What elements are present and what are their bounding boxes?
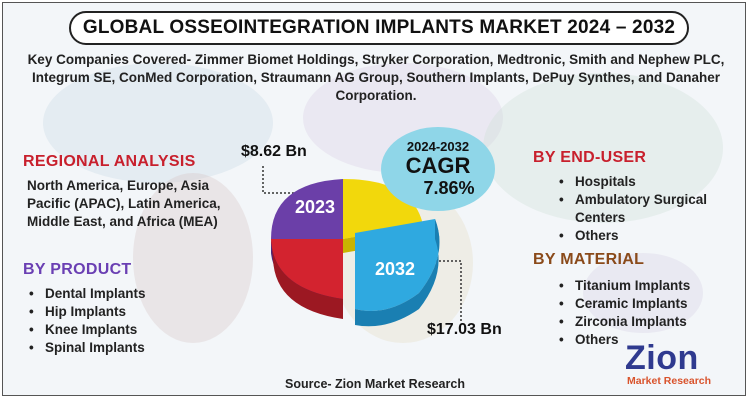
year-label-2032: 2032 (375, 259, 415, 279)
regional-analysis-heading: REGIONAL ANALYSIS (23, 153, 196, 170)
pie-slice-red (271, 239, 343, 319)
regional-analysis-text: North America, Europe, Asia Pacific (APA… (27, 178, 221, 229)
leader-line-2023 (262, 166, 295, 194)
product-list: Dental Implants Hip Implants Knee Implan… (27, 285, 146, 357)
list-item: Ambulatory Surgical Centers (557, 191, 725, 227)
by-end-user-heading: BY END-USER (533, 149, 647, 166)
cagr-bubble: 2024-2032 CAGR 7.86% (381, 127, 495, 211)
end-user-list: Hospitals Ambulatory Surgical Centers Ot… (557, 173, 737, 245)
zion-logo: Zion Market Research (615, 339, 735, 391)
list-item: Dental Implants (27, 285, 146, 303)
by-product-heading: BY PRODUCT (23, 261, 132, 278)
list-item: Ceramic Implants (557, 295, 690, 313)
list-item: Hip Implants (27, 303, 146, 321)
title-banner: GLOBAL OSSEOINTEGRATION IMPLANTS MARKET … (69, 11, 689, 45)
pie-slice-blue (355, 219, 440, 327)
list-item: Spinal Implants (27, 339, 146, 357)
source-text: Source- Zion Market Research (285, 377, 465, 391)
by-material-heading: BY MATERIAL (533, 251, 645, 268)
logo-subtitle: Market Research (627, 375, 712, 387)
map-background-shape (43, 63, 273, 183)
cagr-years: 2024-2032 (406, 139, 470, 154)
key-companies-text: Key Companies Covered- Zimmer Biomet Hol… (27, 52, 725, 103)
material-list: Titanium Implants Ceramic Implants Zirco… (557, 277, 690, 349)
page-title: GLOBAL OSSEOINTEGRATION IMPLANTS MARKET … (82, 17, 676, 38)
map-background-shape (133, 173, 253, 343)
list-item: Hospitals (557, 173, 737, 191)
market-pie-chart: 2023 2032 (262, 166, 462, 327)
year-label-2023: 2023 (295, 197, 335, 217)
infographic-frame: GLOBAL OSSEOINTEGRATION IMPLANTS MARKET … (2, 2, 746, 396)
logo-name: Zion (625, 339, 699, 377)
cagr-value: 7.86% (423, 178, 475, 198)
leader-line-2032 (435, 260, 462, 321)
list-item: Titanium Implants (557, 277, 690, 295)
cagr-label: CAGR (405, 153, 471, 178)
list-item: Zirconia Implants (557, 313, 690, 331)
list-item: Knee Implants (27, 321, 146, 339)
value-label-2023: $8.62 Bn (241, 143, 307, 160)
value-label-2032: $17.03 Bn (427, 321, 502, 338)
list-item: Others (557, 227, 737, 245)
list-item: Others (557, 331, 690, 349)
